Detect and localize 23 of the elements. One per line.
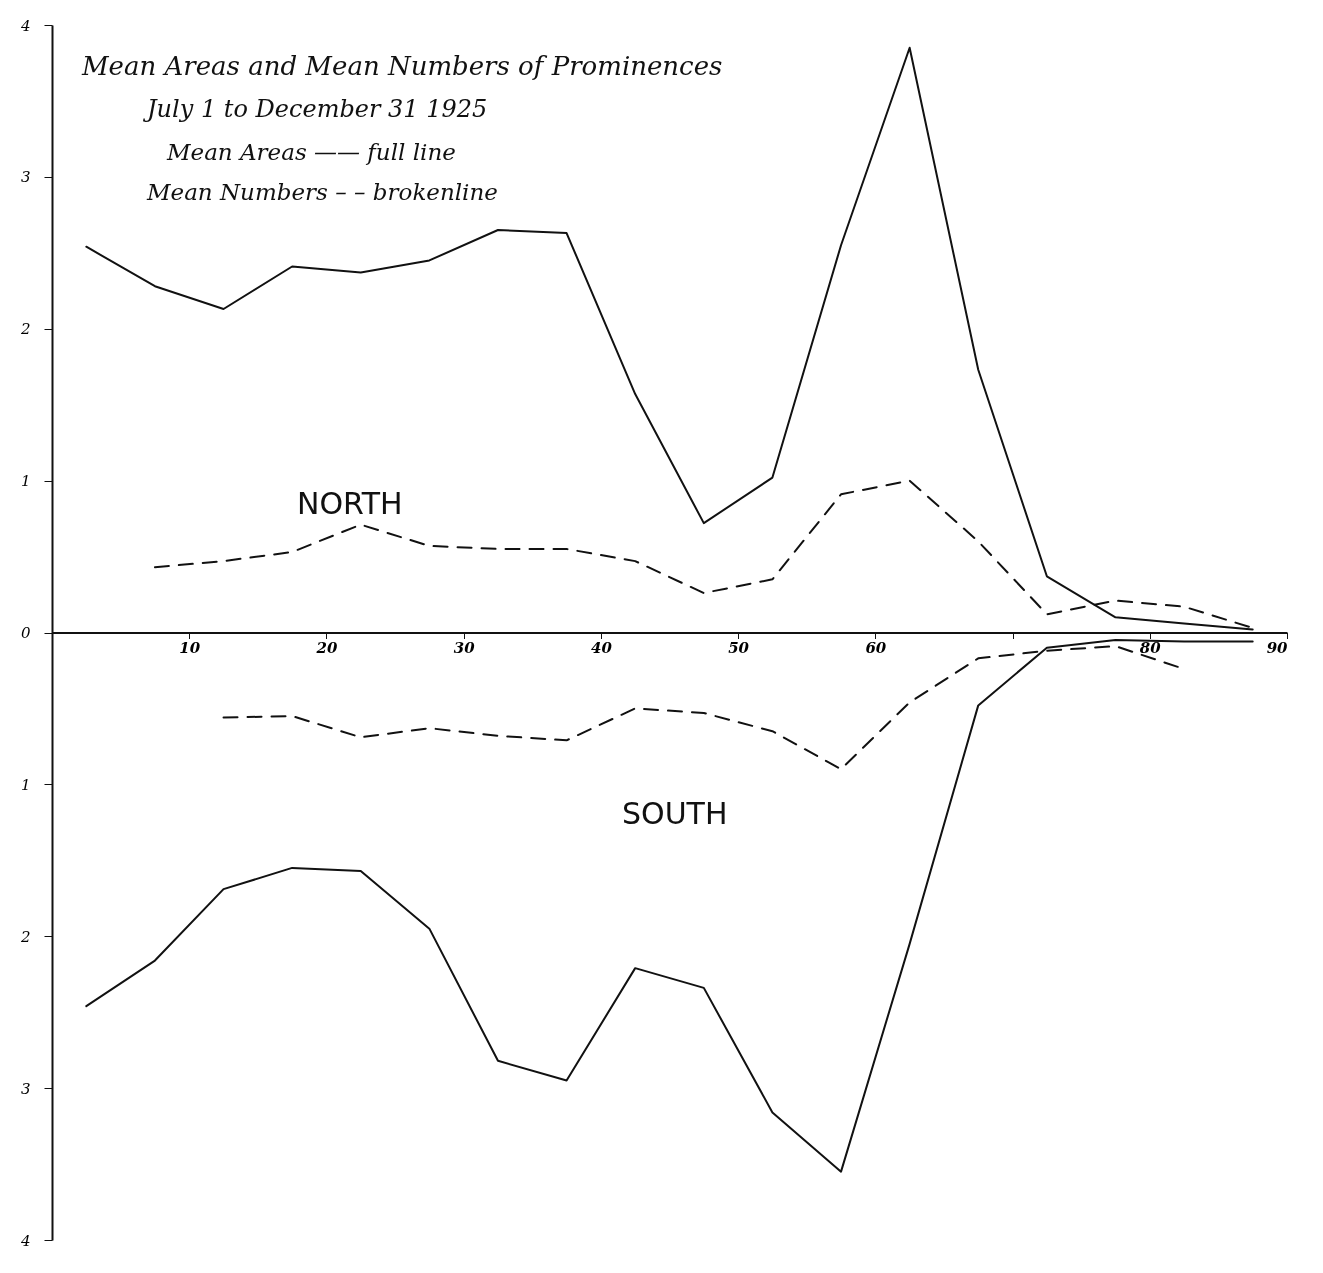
text: Mean Areas and Mean Numbers of Prominences xyxy=(81,51,723,81)
annotation: SOUTH xyxy=(622,796,728,831)
x-tick-label: 30 xyxy=(453,639,476,657)
annotation: Mean Numbers – – brokenline xyxy=(146,179,498,205)
annotation: Mean Areas —— full line xyxy=(166,139,456,165)
y-tick-label: 1 xyxy=(20,775,31,794)
x-tick-label: 90 xyxy=(1266,639,1289,657)
y-tick-label: 3 xyxy=(20,168,31,187)
y-tick-label: 4 xyxy=(19,16,31,35)
y-tick-label: 4 xyxy=(19,1231,31,1250)
x-tick-label: 60 xyxy=(865,639,887,657)
x-tick-label: 20 xyxy=(315,639,338,657)
y-tick-label: 2 xyxy=(19,927,31,946)
y-tick-label: 3 xyxy=(20,1079,31,1098)
y-tick-label: 0 xyxy=(20,624,31,642)
x-tick-label: 40 xyxy=(590,639,613,657)
text: July 1 to December 31 1925 xyxy=(142,95,488,123)
annotation: NORTH xyxy=(297,486,403,521)
x-tick-label: 80 xyxy=(1139,639,1162,657)
y-tick-label: 2 xyxy=(19,320,31,339)
x-tick-label: 10 xyxy=(179,639,201,657)
y-tick-label: 1 xyxy=(20,472,31,491)
x-tick-label: 50 xyxy=(728,639,750,657)
